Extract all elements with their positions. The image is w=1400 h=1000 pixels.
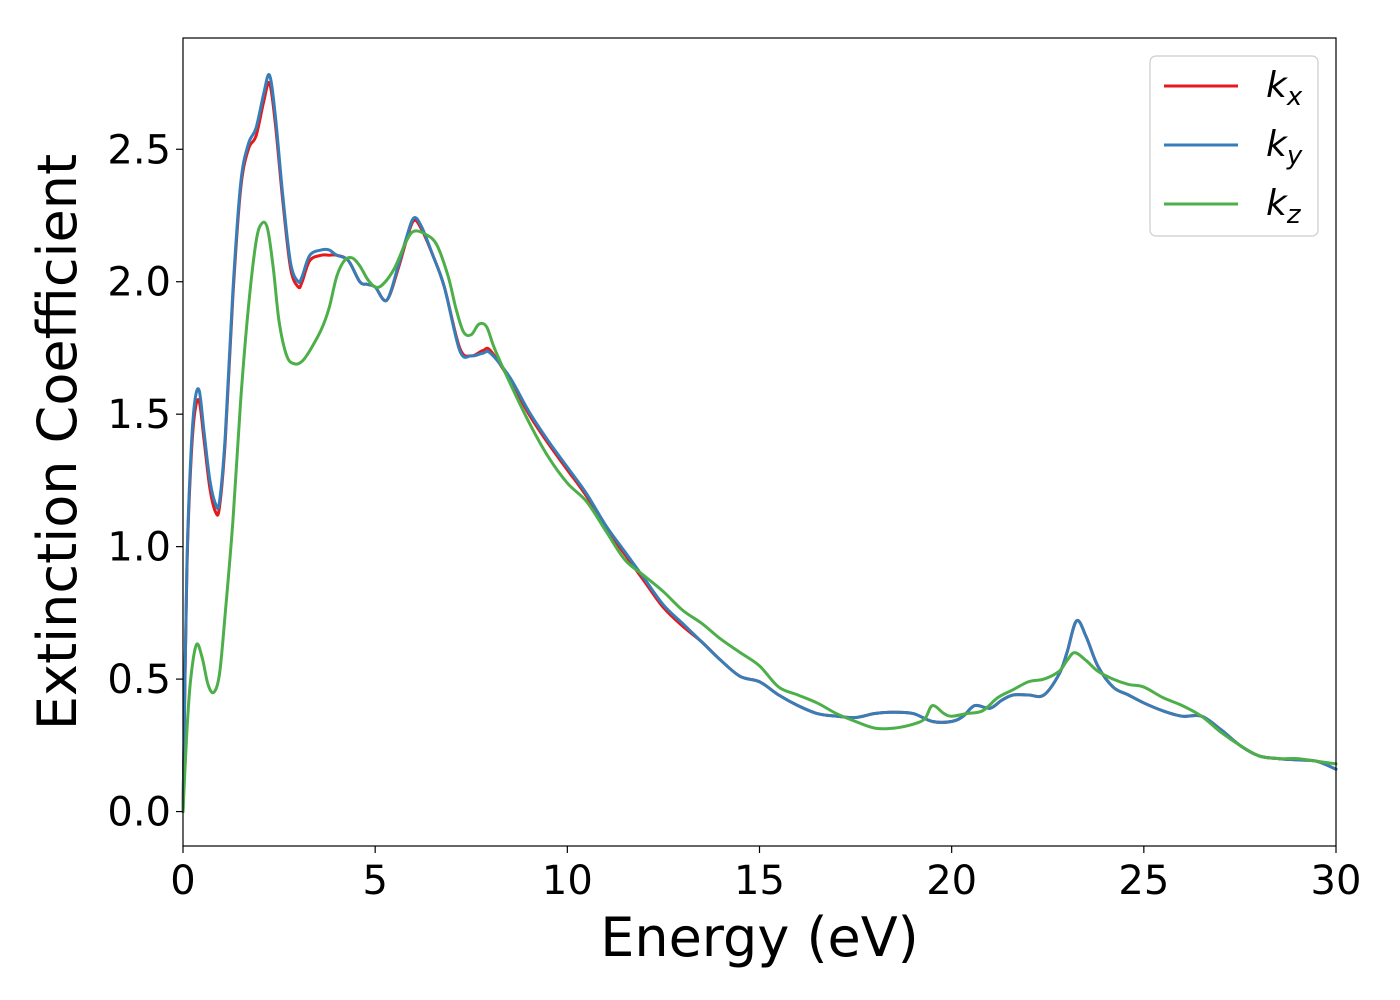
y-axis-ticks: 0.0 0.5 1.0 1.5 2.0 2.5 <box>107 127 183 836</box>
series-line-y <box>181 73 1338 814</box>
series-line-z <box>181 220 1338 814</box>
x-axis-label: Energy (eV) <box>600 906 919 969</box>
x-axis-ticks: 0 5 10 15 20 25 30 <box>170 846 1361 904</box>
legend-label-x: kx <box>1266 65 1303 112</box>
y-axis-label: Extinction Coefficient <box>26 154 89 730</box>
legend: kx ky kz <box>1149 55 1319 237</box>
legend-label-z: kz <box>1266 183 1302 230</box>
y-tick-label: 1.5 <box>107 392 171 438</box>
y-tick-label: 2.5 <box>107 127 171 173</box>
x-tick-label: 15 <box>734 858 785 904</box>
x-tick-label: 30 <box>1311 858 1362 904</box>
y-tick-label: 1.0 <box>107 525 171 571</box>
x-tick-label: 20 <box>926 858 977 904</box>
x-tick-label: 25 <box>1118 858 1169 904</box>
plot-area <box>183 38 1336 846</box>
x-tick-label: 0 <box>170 858 195 904</box>
legend-items: kx ky kz <box>1164 65 1303 230</box>
series-layer <box>181 73 1338 814</box>
plot-frame <box>182 37 1337 847</box>
x-tick-label: 5 <box>362 858 387 904</box>
y-tick-label: 2.0 <box>107 260 171 306</box>
legend-label-y: ky <box>1266 124 1303 171</box>
x-tick-label: 10 <box>542 858 593 904</box>
y-tick-label: 0.0 <box>107 790 171 836</box>
y-tick-label: 0.5 <box>107 657 171 703</box>
